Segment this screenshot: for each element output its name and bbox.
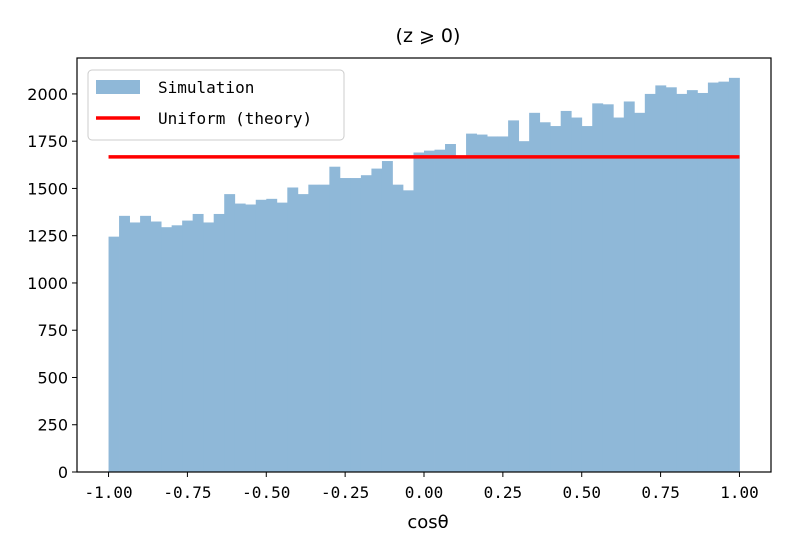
histogram-bar [529,112,541,473]
histogram-bar [402,190,414,472]
histogram-bar [592,103,604,472]
histogram-bar [182,220,194,472]
histogram-bar [718,81,730,473]
x-tick-label: 0.25 [484,483,523,502]
histogram-bar [350,178,362,473]
y-tick-label: 250 [37,416,68,435]
y-tick-label: 2000 [27,85,68,104]
x-tick-label: 1.00 [720,483,759,502]
histogram-bar [129,222,141,472]
x-axis: -1.00 -0.75 -0.50 -0.25 0.00 0.25 0.50 0.75 1.00 [84,472,759,502]
histogram-bar [140,215,152,473]
y-tick-label: 1500 [27,179,68,198]
y-tick-label: 750 [37,321,68,340]
histogram-bar [707,82,719,472]
histogram-bar [644,93,656,472]
histogram-bar [339,178,351,473]
histogram-bar [119,215,130,473]
histogram-bar [360,175,372,472]
histogram-bar [108,236,120,472]
histogram-bar [213,213,225,472]
histogram-bar [697,92,709,473]
x-axis-label: cosθ [407,512,448,533]
histogram-bar [560,110,572,472]
histogram-bar [297,194,309,472]
legend-simulation-swatch [96,80,140,94]
histogram-bar [466,133,477,472]
histogram-bars [108,77,740,473]
histogram-bar [571,117,583,472]
histogram-bar [487,136,499,472]
histogram-bar [539,122,551,472]
histogram-bar [455,156,467,472]
histogram-bar [676,93,688,472]
x-tick-label: -0.50 [242,483,290,502]
histogram-bar [150,221,162,472]
y-tick-label: 1250 [27,227,68,246]
histogram-bar [392,184,404,472]
y-tick-label: 500 [37,368,68,387]
histogram-bar [371,168,383,472]
histogram-bar [171,225,183,472]
histogram-bar [581,126,593,472]
x-tick-label: 0.75 [641,483,680,502]
histogram-bar [602,104,614,473]
histogram-bar [686,90,698,472]
x-tick-label: -1.00 [84,483,132,502]
legend: Simulation Uniform (theory) [87,69,345,141]
histogram-bar [518,141,530,472]
histogram-bar [318,184,330,472]
histogram-bar [255,199,267,472]
histogram-bar [161,227,173,472]
histogram-bar [634,112,646,473]
histogram-bar [413,152,425,472]
histogram-bar [613,117,625,472]
histogram-bar [381,161,393,472]
histogram-bar [234,203,246,472]
histogram-bar [445,144,456,472]
legend-box [87,69,345,141]
histogram-bar [655,85,667,473]
histogram-bar [434,149,446,472]
y-tick-label: 0 [58,463,68,482]
x-tick-label: 0.00 [405,483,444,502]
histogram-bar [224,194,236,472]
histogram-bar [287,187,299,472]
y-tick-label: 1750 [27,132,68,151]
histogram-bar [623,101,635,472]
x-tick-label: 0.50 [562,483,601,502]
histogram-bar [508,120,520,473]
histogram-bar [550,126,562,472]
histogram-bar [192,213,204,472]
legend-uniform-label: Uniform (theory) [158,109,312,128]
histogram-bar [476,134,488,472]
histogram-bar [266,198,278,472]
legend-simulation-label: Simulation [158,78,254,97]
histogram-bar [665,87,677,473]
y-axis: 0 250 500 750 1000 1250 1500 1750 2000 [27,85,77,482]
chart-title: (z ⩾ 0) [396,25,461,47]
y-tick-label: 1000 [27,274,68,293]
histogram-bar [308,184,320,472]
histogram-bar [329,166,341,473]
histogram-bar [497,136,509,472]
histogram-bar [203,222,215,472]
x-tick-label: -0.25 [321,483,369,502]
histogram-bar [728,77,740,473]
plot-area: 0 250 500 750 1000 1250 1500 1750 2000 -1.00 -0.7… [27,57,772,502]
x-tick-label: -0.75 [163,483,211,502]
histogram-bar [276,202,288,472]
histogram-bar [424,150,435,473]
histogram-bar [245,204,257,473]
